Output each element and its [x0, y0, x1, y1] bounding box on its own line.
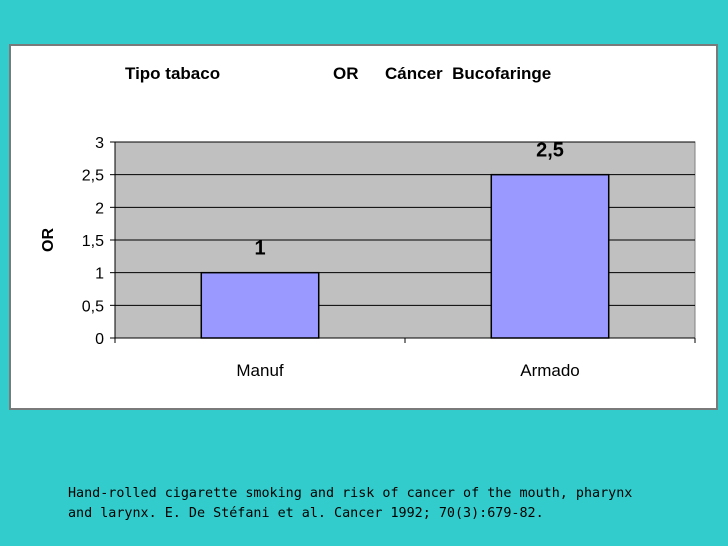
y-tick-label: 3 [95, 135, 104, 152]
y-tick-label: 0 [95, 331, 104, 348]
bar-manuf [200, 271, 320, 339]
data-label: 2,5 [536, 140, 564, 162]
y-tick-label: 0,5 [82, 298, 104, 315]
x-tick-label: Armado [520, 361, 580, 380]
chart-title-part-2: OR [333, 64, 359, 83]
chart-title-part-1: Tipo tabaco [125, 64, 221, 83]
data-label: 1 [254, 238, 265, 260]
y-axis-label: OR [40, 228, 57, 252]
y-tick-label: 1,5 [82, 233, 104, 250]
caption-line-2: and larynx. E. De Stéfani et al. Cancer … [68, 506, 544, 521]
chart-title-part-3: Cáncer Bucofaringe [385, 64, 552, 83]
bar-armado [490, 173, 610, 339]
y-tick-label: 2 [95, 200, 104, 217]
y-tick-label: 1 [95, 266, 104, 283]
caption-line-1: Hand-rolled cigarette smoking and risk o… [68, 486, 633, 501]
source-caption: Hand-rolled cigarette smoking and risk o… [68, 484, 708, 524]
y-tick-label: 2,5 [82, 168, 104, 185]
x-tick-label: Manuf [236, 361, 284, 380]
